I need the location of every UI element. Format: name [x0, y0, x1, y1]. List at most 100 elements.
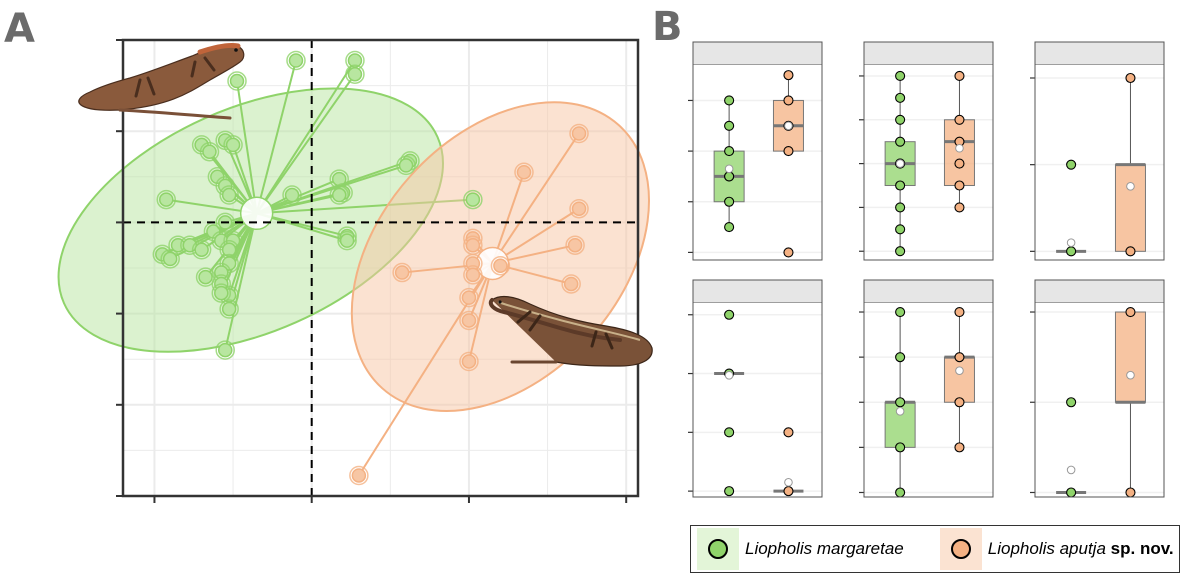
data-point-halo: [215, 340, 235, 360]
mean-marker: [955, 366, 964, 375]
spider-line: [492, 207, 580, 265]
data-point-halo: [459, 287, 479, 308]
data-point: [225, 137, 241, 153]
data-point: [954, 114, 965, 125]
spider-line: [224, 213, 258, 351]
data-point-halo: [459, 351, 479, 372]
boxplot-panels: [688, 41, 1165, 498]
data-point: [895, 306, 906, 318]
data-point: [465, 267, 481, 283]
data-point: [461, 354, 477, 369]
data-point: [783, 146, 794, 157]
data-point: [158, 192, 174, 207]
data-point: [954, 70, 965, 82]
data-point: [394, 265, 410, 280]
data-point-halo: [223, 135, 243, 155]
data-point-halo: [396, 155, 416, 176]
data-point-halo: [459, 310, 479, 331]
data-point: [895, 136, 906, 147]
data-point: [194, 242, 209, 258]
data-point: [221, 301, 237, 317]
data-point: [1066, 246, 1077, 257]
facet-background: [693, 303, 822, 497]
data-point-halo: [392, 262, 412, 283]
data-point-halo: [561, 274, 581, 294]
data-point: [461, 313, 477, 328]
data-point: [1066, 397, 1077, 408]
legend-key-green: [697, 528, 739, 570]
facet-frame: [863, 41, 994, 261]
facet-strip: [863, 41, 994, 66]
data-point: [954, 352, 965, 363]
data-point: [724, 171, 735, 182]
data-point: [724, 427, 735, 438]
data-point: [1066, 487, 1077, 498]
data-point: [783, 70, 794, 81]
spider-line: [255, 73, 356, 214]
mean-marker: [1126, 182, 1135, 191]
data-point-halo: [215, 212, 235, 233]
data-point: [724, 222, 735, 233]
data-point: [954, 397, 965, 408]
data-point: [571, 126, 587, 141]
data-point-halo: [191, 240, 212, 260]
box-iqr: [1114, 311, 1146, 403]
data-point: [198, 269, 213, 285]
data-point-halo: [337, 230, 357, 251]
facet-strip: [692, 41, 823, 66]
facet-supcil: [688, 279, 823, 498]
data-point-halo: [565, 235, 585, 255]
lizard-illustration-aputja: [488, 295, 653, 367]
data-point: [339, 233, 355, 248]
data-point: [954, 202, 965, 213]
facet-suplab: [1030, 41, 1165, 261]
data-point: [954, 180, 965, 191]
data-point: [331, 187, 347, 203]
data-point: [895, 246, 906, 257]
data-point: [954, 306, 965, 318]
box-iqr: [943, 119, 975, 187]
facet-strip: [1034, 41, 1165, 66]
data-point: [202, 144, 217, 159]
data-point: [221, 187, 237, 203]
data-point: [229, 73, 245, 89]
mean-marker: [1066, 238, 1076, 247]
box-iqr: [1114, 164, 1146, 252]
data-point: [895, 352, 906, 363]
legend-label-margaretae: Liopholis margaretae: [745, 539, 904, 558]
nmds-scatter-panel: [57, 38, 650, 503]
facet-frame: [692, 279, 823, 498]
data-point: [1125, 306, 1136, 318]
data-point-halo: [219, 299, 239, 319]
data-point: [724, 95, 735, 106]
data-point: [465, 237, 481, 253]
data-point: [571, 201, 587, 216]
spider-line: [255, 60, 297, 214]
data-point-halo: [349, 465, 369, 486]
plot-frame: [121, 38, 640, 498]
data-point: [895, 442, 906, 453]
spider-line: [467, 263, 494, 362]
data-point-halo: [227, 71, 247, 91]
legend-box: Liopholis margaretae Liopholis aputja sp…: [690, 525, 1180, 573]
facet-cil: [859, 279, 994, 498]
data-point: [895, 180, 906, 191]
data-point-halo: [490, 255, 511, 276]
data-point: [1125, 487, 1136, 498]
data-point: [493, 258, 508, 273]
data-point: [895, 92, 906, 103]
facet-frame: [1034, 41, 1165, 261]
data-point: [461, 290, 477, 305]
data-point: [895, 487, 906, 498]
data-point-halo: [211, 283, 232, 303]
data-point: [162, 251, 178, 267]
mean-marker: [724, 371, 734, 380]
data-point: [1125, 72, 1136, 84]
data-point-halo: [514, 162, 534, 182]
data-point: [954, 158, 965, 169]
facet-strip: [692, 279, 823, 304]
facet-lob: [1030, 279, 1165, 498]
data-point: [1066, 159, 1077, 170]
panel-label-a: A: [4, 6, 35, 52]
